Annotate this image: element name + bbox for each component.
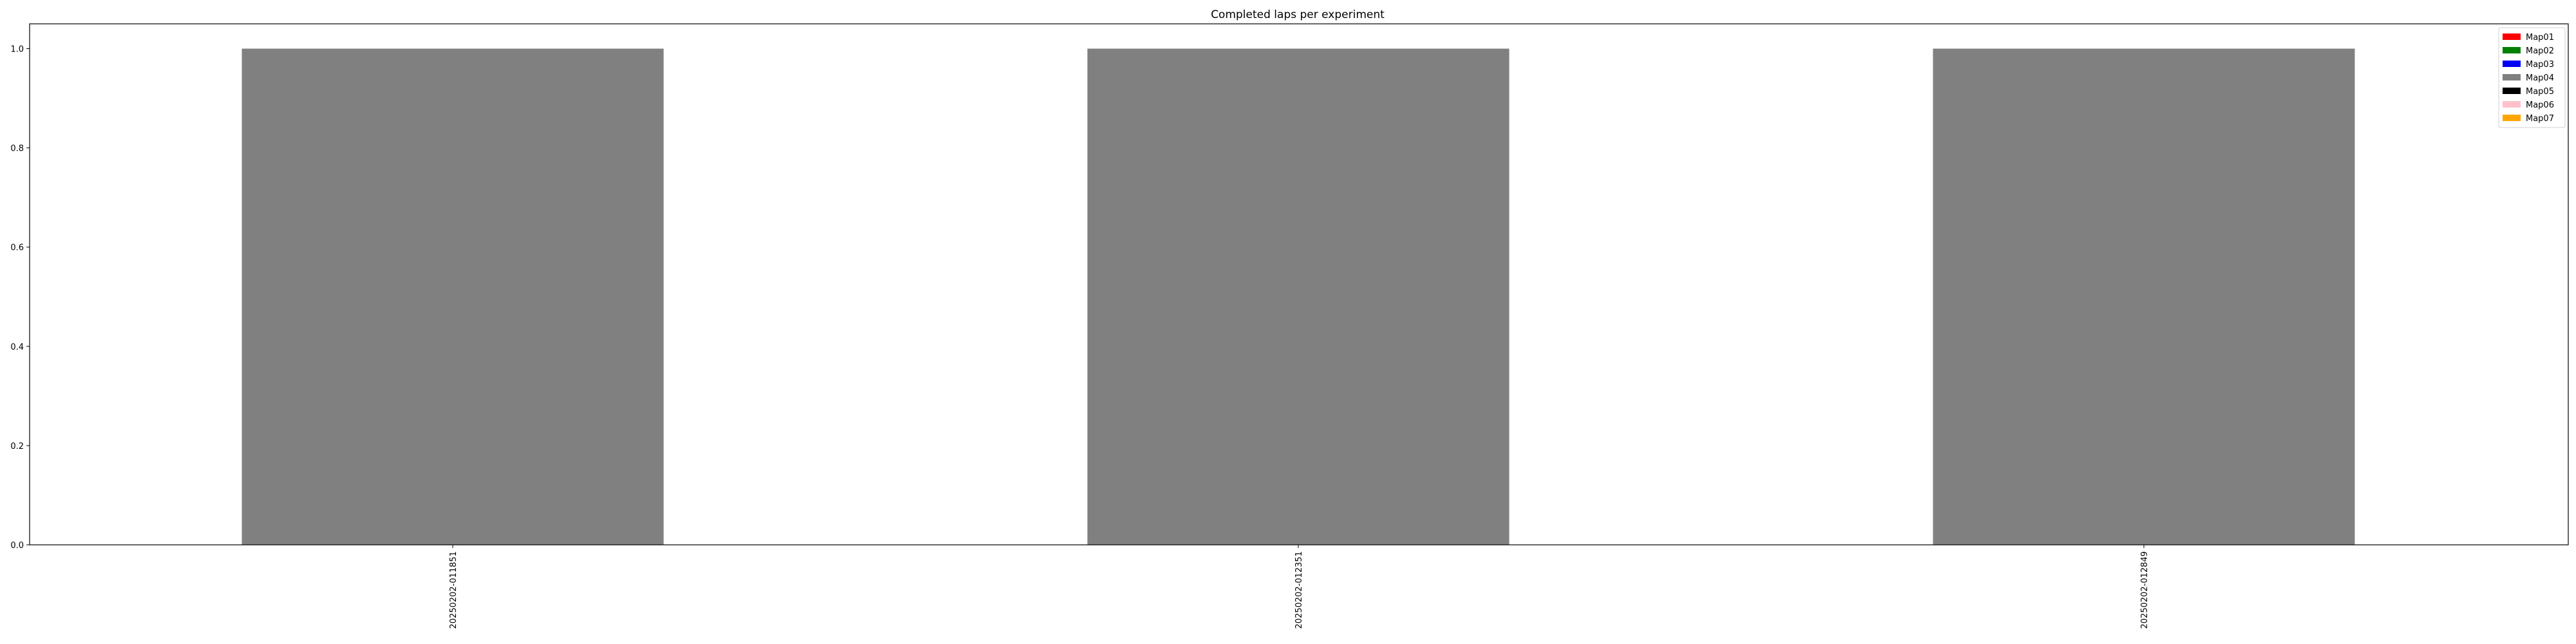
legend-swatch-map01 [2503, 33, 2521, 40]
plot-frame [29, 23, 2569, 545]
y-tick-label: 0.0 [10, 541, 24, 551]
legend-label-map03: Map03 [2526, 60, 2554, 70]
legend-label-map02: Map02 [2526, 46, 2554, 56]
y-tick-label: 1.0 [10, 45, 24, 55]
legend-swatch-map06 [2503, 101, 2521, 108]
legend-label-map01: Map01 [2526, 33, 2554, 43]
legend: Map01 Map02 Map03 Map04 Map05 Map06 Map07 [2498, 27, 2566, 128]
bar-map04-2 [1933, 48, 2355, 545]
y-tick-label: 0.8 [10, 144, 24, 154]
x-tick-label: 20250202-012849 [2140, 551, 2150, 629]
legend-label-map04: Map04 [2526, 73, 2554, 83]
y-tick-label: 0.4 [10, 343, 24, 352]
legend-swatch-map02 [2503, 47, 2521, 53]
legend-swatch-map03 [2503, 61, 2521, 67]
y-tick-label: 0.6 [10, 243, 24, 253]
x-tick-label: 20250202-012351 [1294, 551, 1304, 629]
legend-swatch-map04 [2503, 74, 2521, 80]
legend-swatch-map05 [2503, 88, 2521, 94]
y-tick-label: 0.2 [10, 442, 24, 451]
x-axis: 20250202-011851 20250202-012351 20250202-0… [449, 545, 2150, 629]
legend-label-map06: Map06 [2526, 100, 2554, 110]
plot-area [29, 23, 2569, 545]
legend-label-map07: Map07 [2526, 114, 2554, 124]
legend-swatch-map07 [2503, 115, 2521, 121]
bar-map04-1 [1087, 48, 1510, 545]
y-axis: 0.0 0.2 0.4 0.6 0.8 1.0 [10, 45, 30, 551]
bar-map04-0 [242, 48, 664, 545]
x-tick-label: 20250202-011851 [449, 551, 459, 629]
chart-title: Completed laps per experiment [1211, 8, 1385, 21]
legend-label-map05: Map05 [2526, 87, 2554, 97]
